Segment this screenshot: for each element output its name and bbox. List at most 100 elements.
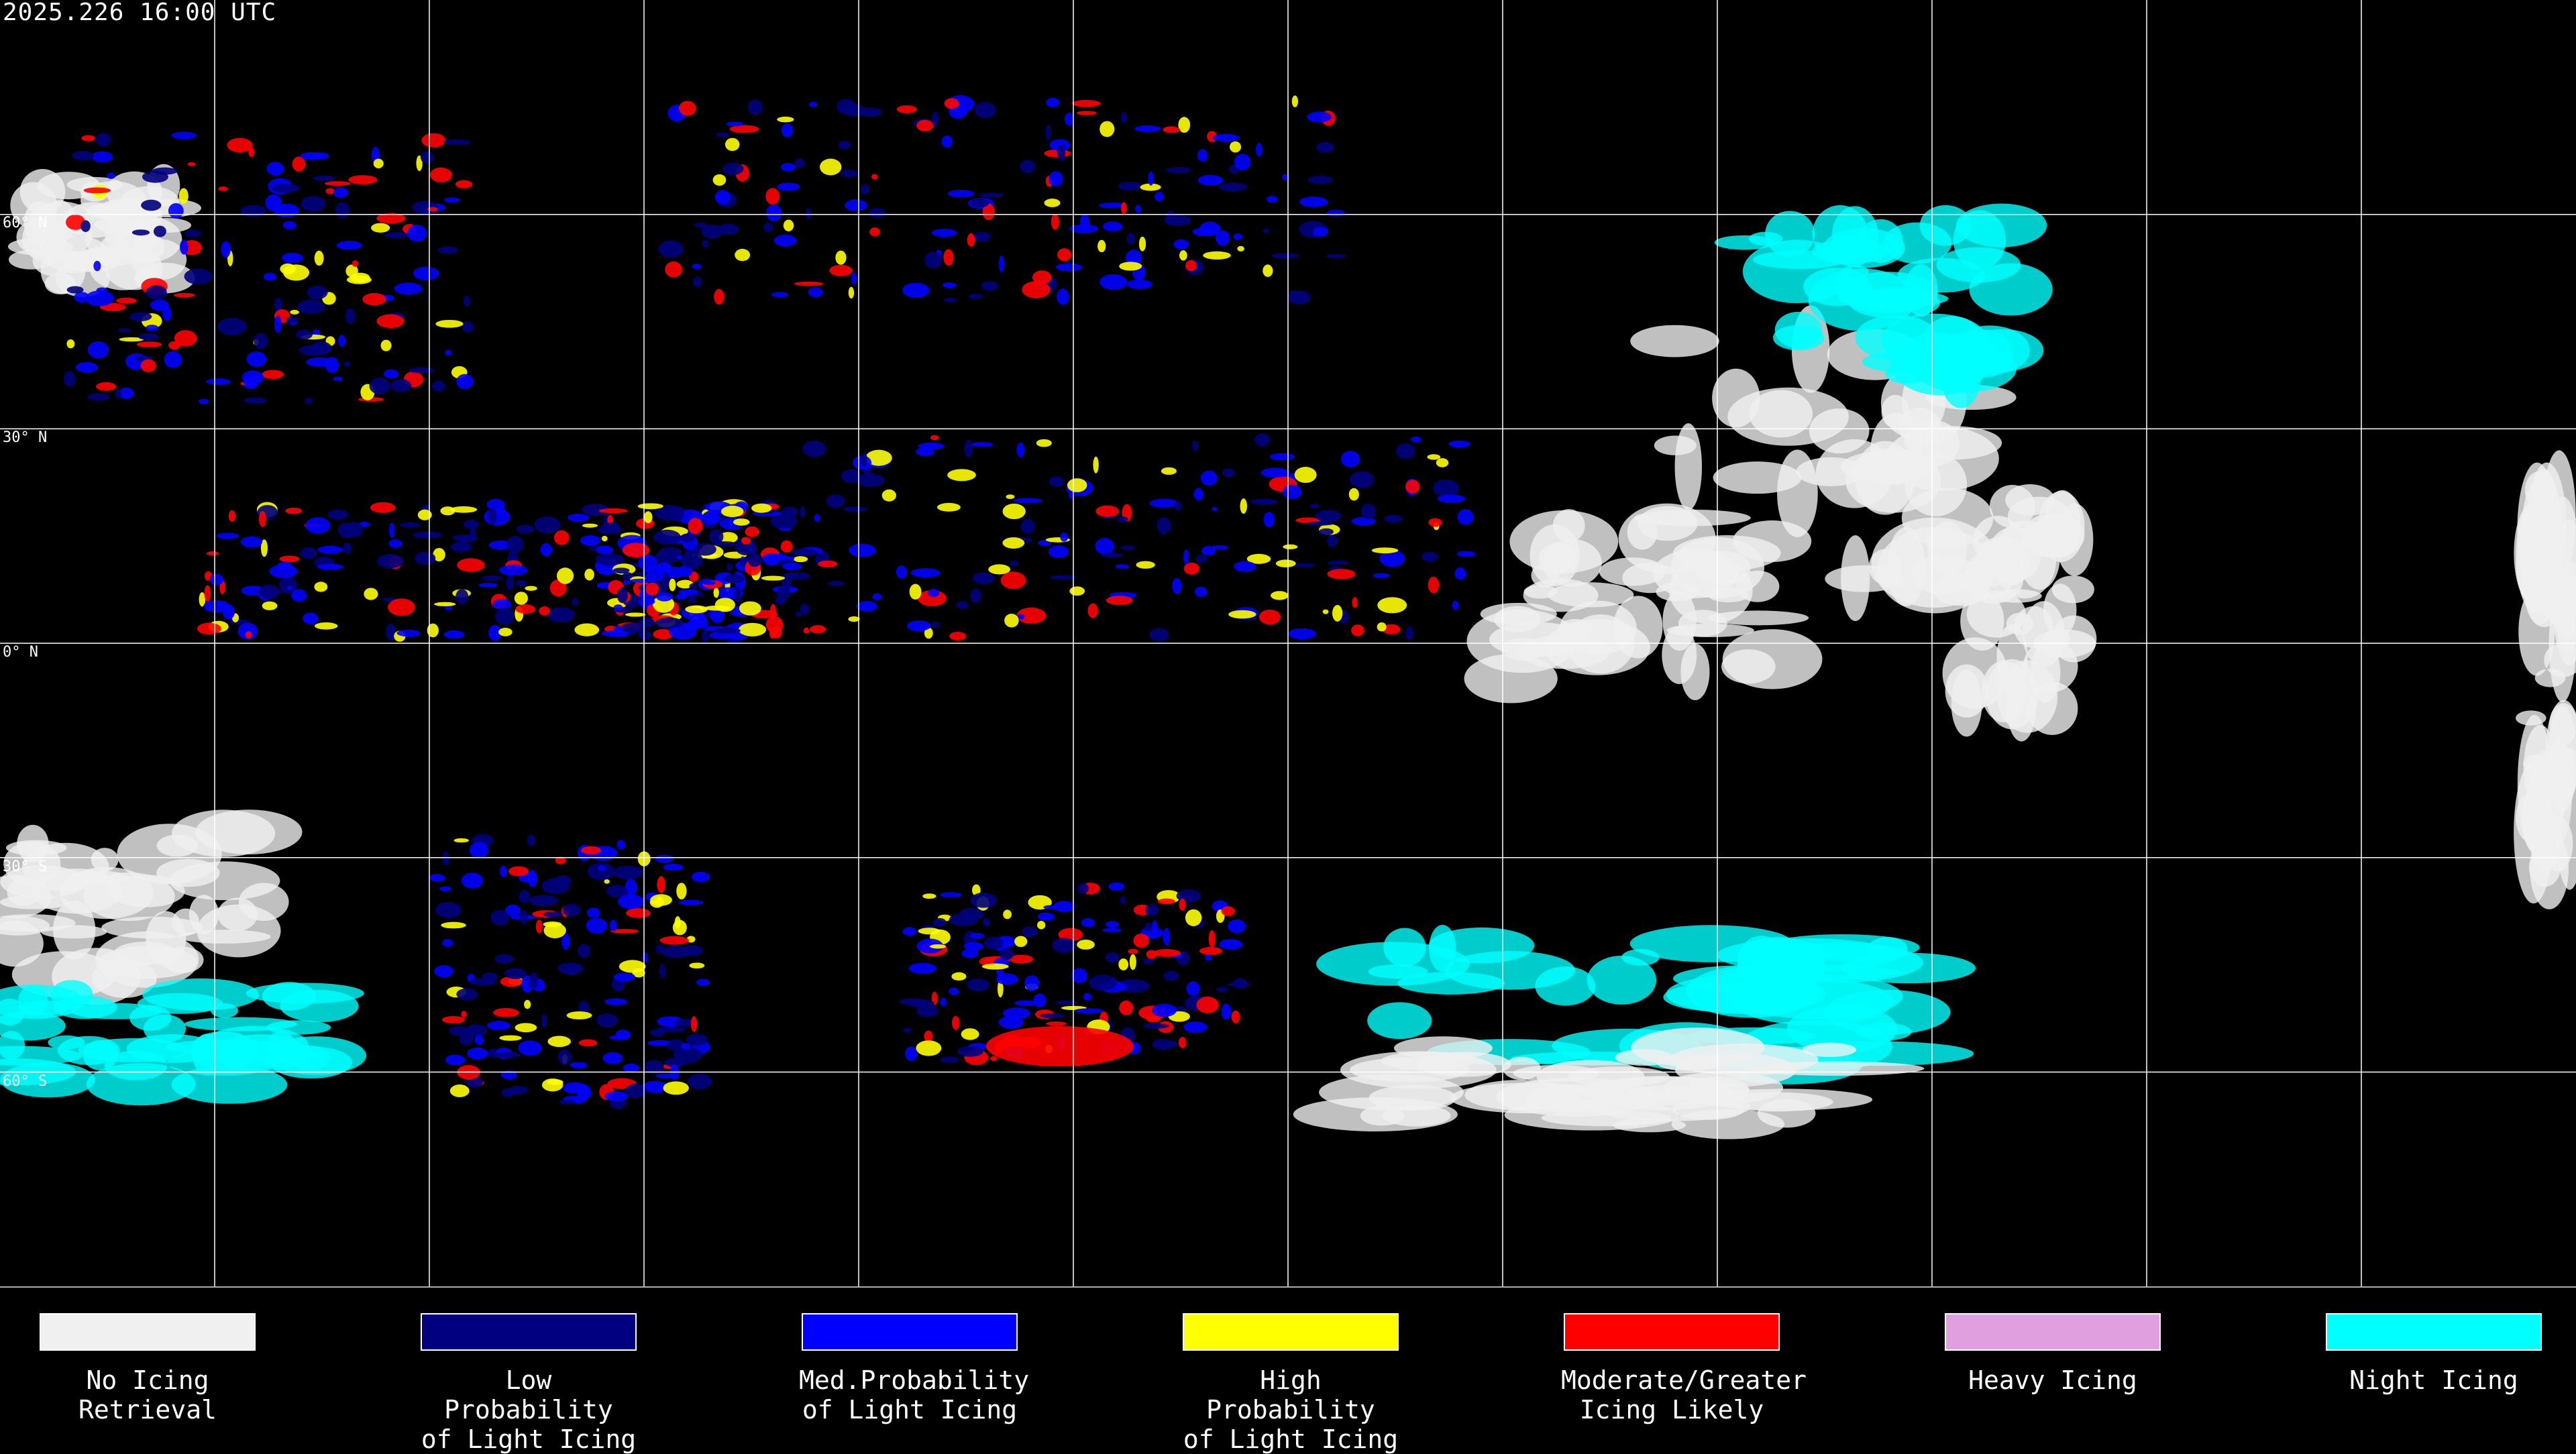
icing-region [1043,905,1057,909]
icing-region [271,183,301,193]
icing-region [1368,964,1428,979]
icing-region [990,1056,998,1062]
icing-region [1774,311,1823,349]
icing-region [1183,562,1200,575]
icing-region [1032,270,1052,284]
icing-region [761,575,786,581]
icing-region [1165,210,1176,226]
icing-region [1040,1013,1065,1019]
icing-region [463,295,470,306]
icing-region [694,543,716,556]
icing-region [996,973,1018,985]
icing-region [1953,210,2006,270]
icing-region [486,1021,511,1030]
icing-region [928,588,940,598]
icing-region [427,207,438,212]
icing-region [655,592,673,602]
icing-region [1037,912,1054,921]
icing-region [596,1013,618,1027]
icing-region [1630,325,1719,357]
icing-region [206,378,231,385]
icing-region [655,944,665,954]
icing-region [138,333,159,341]
icing-region [543,911,563,917]
icing-region [856,601,877,612]
icing-region [1240,498,1247,514]
icing-region [307,285,328,300]
icing-region [655,1073,674,1078]
icing-region [835,250,847,265]
icing-region [217,317,247,335]
icing-region [187,162,196,166]
icing-region [1174,501,1182,511]
icing-region [970,588,981,604]
icing-region [931,622,941,628]
icing-region [1171,577,1182,594]
icing-region [1102,221,1123,231]
icing-region [726,563,733,571]
icing-region [466,1024,487,1037]
icing-region [970,892,998,908]
icing-region [714,541,737,547]
icing-region [1501,638,1545,661]
icing-region [380,339,392,351]
icing-region [1037,540,1052,546]
icing-region [327,509,349,520]
icing-region [790,548,818,556]
icing-region [314,622,338,630]
legend-item-heavy-icing: Heavy Icing [1942,1313,2163,1395]
icing-region [442,939,453,947]
icing-region [453,838,470,843]
icing-region [562,903,581,917]
icing-region [947,469,976,482]
icing-region [1373,573,1390,578]
icing-region [1456,551,1476,557]
icing-region [529,895,558,906]
icing-region [515,1023,537,1033]
icing-region [647,1040,674,1046]
icing-region [1234,154,1251,170]
icing-region [720,506,744,518]
icing-region [1352,597,1358,608]
icing-region [1016,614,1025,620]
icing-region [909,583,922,600]
icing-region [1221,939,1240,944]
icing-region [613,865,643,880]
icing-region [1053,901,1075,912]
icing-region [763,223,773,233]
icing-region [714,288,724,304]
icing-region [738,622,767,636]
icing-region [282,221,297,229]
icing-region [96,382,117,391]
icing-region [1033,993,1046,1007]
icing-region [1674,423,1703,510]
icing-region [74,292,90,302]
icing-region [508,866,529,877]
icing-region [688,518,703,535]
icing-region [506,535,524,553]
icing-region [1148,171,1154,186]
icing-region [708,529,724,545]
icing-region [492,1052,521,1058]
icing-region [1433,479,1459,497]
icing-region [1093,456,1099,473]
icing-region [499,1035,522,1041]
icing-region [540,543,552,557]
icing-region [718,532,738,544]
icing-region [500,1070,517,1080]
icing-region [1163,126,1180,133]
icing-region [348,175,378,184]
legend-label: High Probability of Light Icing [1183,1365,1399,1454]
icing-region [849,543,876,557]
icing-region [686,1033,708,1046]
icing-region [702,580,716,585]
icing-region [136,341,162,347]
icing-region [623,1063,640,1072]
icing-region [1749,390,1813,438]
icing-region [735,249,751,262]
icing-region [1105,921,1119,928]
icing-region [1870,412,1923,485]
icing-region [1185,260,1197,272]
legend-label: Low Probability of Light Icing [421,1365,637,1454]
icing-region [1233,233,1243,240]
